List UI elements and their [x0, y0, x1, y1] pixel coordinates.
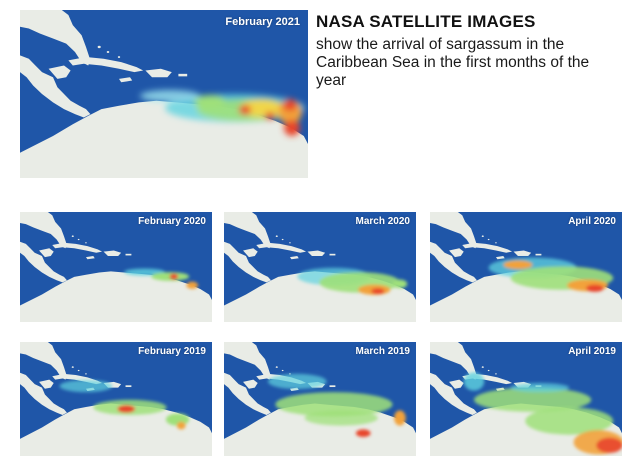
map-date-label: February 2021	[225, 16, 300, 28]
map-april-2019-image	[430, 342, 622, 456]
map-date-label: March 2019	[355, 346, 410, 357]
subheadline: show the arrival of sargassum in the Car…	[316, 36, 590, 89]
map-february-2020-image	[20, 212, 212, 322]
map-march-2020: March 2020	[224, 212, 416, 322]
map-february-2019-image	[20, 342, 212, 456]
map-date-label: March 2020	[355, 216, 410, 227]
sargassum-bloom	[140, 90, 305, 136]
map-march-2020-image	[224, 212, 416, 322]
map-march-2019: March 2019	[224, 342, 416, 456]
map-date-label: April 2019	[568, 346, 616, 357]
map-february-2020: February 2020	[20, 212, 212, 322]
map-march-2019-image	[224, 342, 416, 456]
map-date-label: February 2019	[138, 346, 206, 357]
map-february-2019: February 2019	[20, 342, 212, 456]
map-april-2019: April 2019	[430, 342, 622, 456]
map-date-label: February 2020	[138, 216, 206, 227]
headline: NASA SATELLITE IMAGES	[316, 12, 536, 31]
map-april-2020-image	[430, 212, 622, 322]
map-february-2021-image	[20, 10, 308, 178]
map-february-2021: February 2021	[20, 10, 308, 178]
map-date-label: April 2020	[568, 216, 616, 227]
map-april-2020: April 2020	[430, 212, 622, 322]
